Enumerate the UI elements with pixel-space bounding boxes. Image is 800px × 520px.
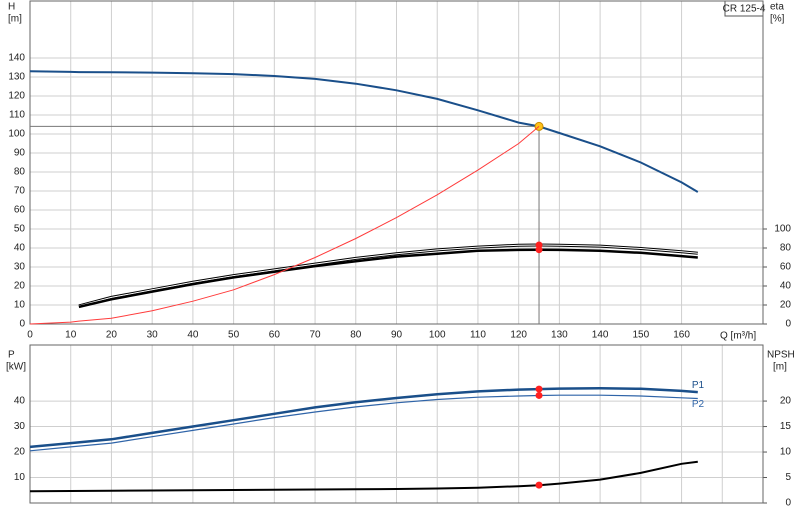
y-tick-label: 40: [14, 243, 26, 254]
y-tick-label: 20: [14, 447, 26, 458]
series-line: [29, 460, 698, 493]
x-tick-label: 90: [391, 330, 403, 341]
series-label: P2: [692, 399, 705, 410]
y2-tick-label: 60: [780, 262, 792, 273]
chart-title: CR 125-4: [723, 4, 766, 15]
y2-tick-label: 0: [785, 498, 791, 509]
y-unit: [kW]: [6, 362, 26, 373]
y2-tick-label: 100: [774, 224, 791, 235]
y-tick-label: 10: [14, 472, 26, 483]
x-tick-label: 150: [632, 330, 649, 341]
x-tick-label: 120: [510, 330, 527, 341]
y-tick-label: 30: [14, 421, 26, 432]
y-tick-label: 80: [14, 167, 26, 178]
duty-marker: [535, 481, 543, 489]
x-tick-label: 30: [147, 330, 159, 341]
y2-tick-label: 80: [780, 243, 792, 254]
series-label: P1: [692, 380, 705, 391]
x-tick-label: 110: [470, 330, 486, 341]
y-tick-label: 60: [14, 205, 26, 216]
series-line: [29, 126, 540, 325]
y-tick-label: 90: [14, 148, 26, 159]
y2-tick-label: 20: [780, 300, 792, 311]
y-tick-label: 20: [14, 281, 26, 292]
x-tick-label: 50: [228, 330, 240, 341]
y-tick-label: 140: [8, 53, 25, 64]
y-tick-label: 120: [8, 91, 25, 102]
x-tick-label: 130: [551, 330, 568, 341]
plot-frame: [29, 0, 764, 325]
series-line: [78, 248, 698, 309]
y-tick-label: 50: [14, 224, 26, 235]
y2-label: eta: [770, 2, 784, 13]
x-tick-label: 40: [187, 330, 199, 341]
series-line: [29, 70, 699, 193]
y2-tick-label: 15: [780, 421, 792, 432]
duty-marker: [535, 391, 543, 399]
y2-label: NPSH: [767, 350, 795, 361]
y-tick-label: 40: [14, 396, 26, 407]
y-tick-label: 110: [9, 110, 25, 121]
y2-tick-label: 5: [785, 472, 791, 483]
duty-marker: [535, 385, 543, 393]
y2-unit: [%]: [770, 14, 785, 25]
x-tick-label: 80: [350, 330, 362, 341]
series-line-inner: [78, 244, 698, 307]
y-tick-label: 70: [14, 186, 26, 197]
duty-marker: [535, 246, 543, 254]
x-tick-label: 0: [27, 330, 33, 341]
x-tick-label: 10: [65, 330, 77, 341]
x-tick-label: 20: [106, 330, 118, 341]
x-tick-label: 70: [309, 330, 321, 341]
x-tick-label: 160: [673, 330, 690, 341]
y2-tick-label: 40: [780, 281, 792, 292]
x-tick-label: 100: [429, 330, 446, 341]
y-tick-label: 0: [19, 319, 25, 330]
x-tick-label: 60: [269, 330, 281, 341]
y-label: P: [8, 350, 15, 361]
y-unit: [m]: [8, 14, 22, 25]
x-label: Q [m³/h]: [720, 331, 756, 342]
y-tick-label: 130: [8, 72, 25, 83]
y-tick-label: 10: [14, 300, 26, 311]
plot-frame: [29, 344, 764, 504]
y2-tick-label: 20: [780, 396, 792, 407]
y-tick-label: 30: [14, 262, 26, 273]
y-label: H: [8, 2, 15, 13]
series-line: [29, 387, 698, 449]
y-tick-label: 100: [8, 129, 25, 140]
x-tick-label: 140: [592, 330, 609, 341]
y2-unit: [m]: [773, 362, 787, 373]
y2-tick-label: 10: [780, 447, 792, 458]
series-line: [29, 394, 698, 452]
y2-tick-label: 0: [785, 319, 791, 330]
